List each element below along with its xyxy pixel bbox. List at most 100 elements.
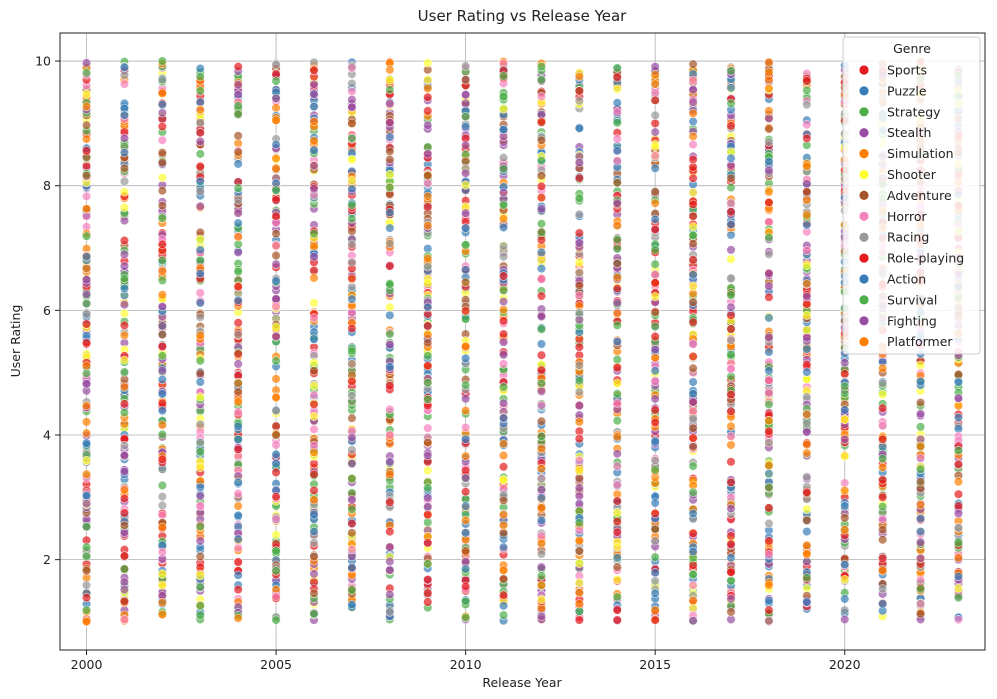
data-point bbox=[461, 111, 471, 122]
data-point bbox=[840, 501, 850, 511]
data-point bbox=[802, 367, 812, 377]
data-point bbox=[195, 501, 205, 511]
data-point bbox=[461, 121, 471, 132]
data-point bbox=[688, 211, 698, 221]
data-point bbox=[612, 258, 622, 269]
data-point bbox=[195, 437, 205, 448]
data-point bbox=[915, 537, 926, 547]
data-point bbox=[119, 564, 130, 574]
data-point bbox=[574, 417, 584, 427]
data-point bbox=[688, 139, 698, 150]
data-point bbox=[802, 100, 812, 110]
data-point bbox=[498, 495, 509, 506]
data-point bbox=[688, 397, 698, 407]
data-point bbox=[840, 594, 850, 604]
data-point bbox=[119, 176, 130, 186]
data-point bbox=[157, 135, 167, 145]
data-point bbox=[119, 330, 130, 340]
data-point bbox=[650, 198, 660, 208]
data-point bbox=[574, 599, 584, 609]
data-point bbox=[157, 239, 167, 249]
data-point bbox=[840, 451, 850, 461]
data-point bbox=[612, 615, 622, 625]
data-point bbox=[802, 278, 812, 289]
data-point bbox=[271, 440, 281, 450]
data-point bbox=[764, 232, 774, 243]
data-point bbox=[726, 567, 736, 577]
y-tick-label: 2 bbox=[43, 552, 51, 567]
chart-title: User Rating vs Release Year bbox=[418, 7, 628, 25]
data-point bbox=[536, 474, 547, 484]
data-point bbox=[650, 508, 660, 519]
data-point bbox=[536, 62, 547, 72]
data-point bbox=[650, 118, 660, 128]
data-point bbox=[271, 615, 281, 625]
data-point bbox=[953, 393, 964, 403]
data-point bbox=[461, 564, 471, 574]
data-point bbox=[953, 377, 964, 387]
data-point bbox=[498, 104, 509, 114]
data-point bbox=[271, 76, 281, 86]
data-point bbox=[81, 231, 92, 241]
data-point bbox=[347, 133, 357, 143]
data-point bbox=[81, 593, 92, 603]
data-point bbox=[802, 85, 812, 95]
data-point bbox=[688, 116, 698, 127]
data-point bbox=[195, 610, 205, 620]
data-point bbox=[309, 358, 319, 368]
data-point bbox=[574, 209, 584, 219]
data-point bbox=[953, 477, 964, 487]
data-point bbox=[650, 331, 660, 342]
data-point bbox=[840, 574, 850, 585]
data-point bbox=[271, 229, 281, 239]
scatter-points bbox=[81, 56, 964, 627]
data-point bbox=[688, 239, 698, 249]
data-point bbox=[574, 518, 584, 528]
data-point bbox=[195, 447, 205, 457]
data-point bbox=[347, 359, 357, 369]
data-point bbox=[81, 171, 92, 181]
data-point bbox=[764, 388, 774, 398]
legend-label: Survival bbox=[887, 292, 937, 307]
data-point bbox=[574, 455, 584, 466]
data-point bbox=[688, 131, 698, 142]
data-point bbox=[953, 553, 964, 563]
data-point bbox=[574, 615, 584, 625]
data-point bbox=[233, 147, 243, 157]
y-tick-label: 4 bbox=[43, 427, 51, 442]
data-point bbox=[157, 492, 167, 502]
data-point bbox=[157, 609, 167, 620]
data-point bbox=[953, 614, 964, 625]
data-point bbox=[271, 93, 281, 104]
data-point bbox=[461, 90, 471, 100]
data-point bbox=[423, 465, 433, 476]
data-point bbox=[612, 72, 622, 82]
data-point bbox=[81, 379, 92, 389]
data-point bbox=[119, 163, 130, 173]
data-point bbox=[195, 72, 205, 82]
data-point bbox=[233, 295, 243, 305]
data-point bbox=[347, 184, 357, 194]
data-point bbox=[536, 324, 547, 334]
data-point bbox=[119, 187, 130, 197]
data-point bbox=[119, 261, 130, 271]
data-point bbox=[157, 301, 167, 312]
data-point bbox=[650, 353, 660, 363]
data-point bbox=[195, 245, 205, 255]
data-point bbox=[271, 530, 281, 540]
data-point bbox=[233, 62, 243, 72]
data-point bbox=[764, 197, 774, 208]
data-point bbox=[157, 454, 167, 464]
data-point bbox=[536, 311, 547, 322]
data-point bbox=[157, 522, 167, 532]
data-point bbox=[195, 571, 205, 581]
data-point bbox=[802, 195, 812, 205]
data-point bbox=[612, 389, 622, 399]
data-point bbox=[498, 413, 509, 423]
data-point bbox=[195, 118, 205, 128]
data-point bbox=[309, 551, 319, 562]
data-point bbox=[347, 214, 357, 224]
data-point bbox=[612, 177, 622, 188]
data-point bbox=[612, 553, 622, 563]
data-point bbox=[195, 186, 205, 196]
